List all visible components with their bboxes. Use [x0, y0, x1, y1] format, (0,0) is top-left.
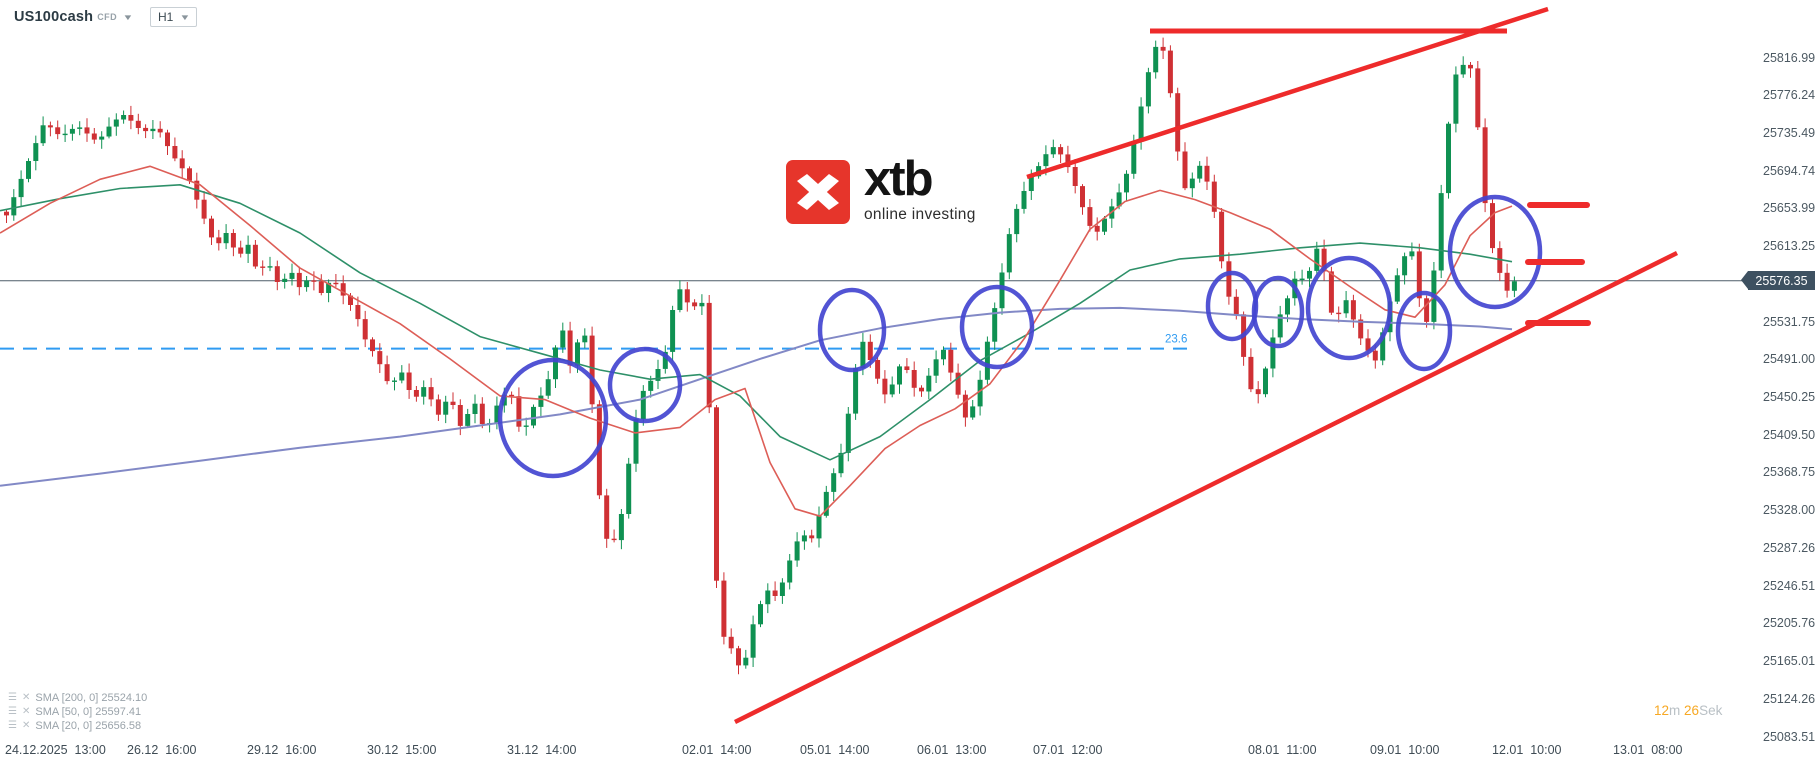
indicator-legend-text: SMA [20, 0] 25656.58	[35, 720, 142, 732]
circle-annotations[interactable]	[497, 194, 1543, 479]
symbol-selector[interactable]: US100cash CFD ▼	[14, 9, 134, 25]
time-axis-label: 06.01 13:00	[917, 743, 987, 757]
xtb-tagline: online investing	[864, 206, 976, 223]
sma-200-line[interactable]	[0, 306, 1513, 487]
indicator-remove-icon[interactable]: ✕	[21, 692, 31, 703]
time-axis-label: 08.01 11:00	[1248, 743, 1317, 757]
time-axis-label: 31.12 14:00	[507, 743, 577, 757]
indicator-settings-icon[interactable]: ☰	[8, 720, 17, 731]
price-axis-label: 25124.26	[1763, 692, 1815, 706]
indicator-legend-text: SMA [50, 0] 25597.41	[35, 706, 142, 718]
fibonacci-level[interactable]: 23.6	[0, 334, 1190, 350]
chevron-down-icon: ▼	[179, 12, 191, 22]
price-axis-label: 25165.01	[1763, 654, 1815, 668]
timer-minutes: 12	[1654, 703, 1670, 718]
candle-countdown-timer: 12m 26Sek	[1654, 703, 1722, 718]
current-price-badge: 25576.35	[1741, 271, 1815, 290]
annotation-circle	[497, 357, 609, 479]
annotation-circle	[959, 284, 1035, 370]
annotation-circle	[1305, 255, 1393, 361]
annotation-circle	[1205, 270, 1259, 342]
annotation-circle	[1447, 194, 1543, 310]
trend-line	[733, 250, 1679, 725]
indicator-remove-icon[interactable]: ✕	[21, 706, 31, 717]
price-axis-label: 25491.00	[1763, 352, 1815, 366]
instrument-type-label: CFD	[97, 12, 118, 22]
xtb-brand-text: xtb	[864, 152, 933, 206]
price-axis-label: 25368.75	[1763, 465, 1815, 479]
time-axis-label: 26.12 16:00	[127, 743, 197, 757]
indicator-legend-text: SMA [200, 0] 25524.10	[35, 692, 148, 704]
price-axis-label: 25450.25	[1763, 390, 1815, 404]
indicator-legend-row: ☰ ✕ SMA [20, 0] 25656.58	[8, 719, 147, 733]
sma-20-line[interactable]	[0, 165, 1513, 518]
timer-minutes-unit: m	[1669, 703, 1681, 718]
sma-50-line[interactable]	[0, 184, 1513, 461]
trendline-annotations[interactable]	[733, 6, 1679, 725]
annotation-circle	[607, 346, 683, 424]
time-axis-label: 05.01 14:00	[800, 743, 870, 757]
indicator-settings-icon[interactable]: ☰	[8, 692, 17, 703]
timer-seconds: 26	[1684, 703, 1700, 718]
price-axis-label: 25613.25	[1763, 239, 1815, 253]
time-axis-label: 29.12 16:00	[247, 743, 317, 757]
indicator-legend-row: ☰ ✕ SMA [50, 0] 25597.41	[8, 705, 147, 719]
time-axis-label: 09.01 10:00	[1370, 743, 1440, 757]
price-axis-label: 25776.24	[1763, 88, 1815, 102]
indicator-legend-row: ☰ ✕ SMA [200, 0] 25524.10	[8, 691, 147, 705]
time-axis-label: 30.12 15:00	[367, 743, 437, 757]
price-axis-label: 25328.00	[1763, 503, 1815, 517]
time-axis-label: 12.01 10:00	[1492, 743, 1562, 757]
price-axis-label: 25409.50	[1763, 428, 1815, 442]
indicator-settings-icon[interactable]: ☰	[8, 706, 17, 717]
trend-line	[1026, 6, 1549, 180]
price-axis-label: 25735.49	[1763, 126, 1815, 140]
indicator-legend: ☰ ✕ SMA [200, 0] 25524.10 ☰ ✕ SMA [50, 0] 255…	[8, 691, 147, 733]
indicator-remove-icon[interactable]: ✕	[21, 720, 31, 731]
price-axis-label: 25694.74	[1763, 164, 1815, 178]
current-price-value: 25576.35	[1755, 273, 1808, 288]
annotation-circle	[1251, 275, 1305, 349]
annotation-circle	[1395, 290, 1453, 372]
time-axis-label: 13.01 08:00	[1613, 743, 1683, 757]
candles-layer	[4, 37, 1517, 675]
annotation-circle	[817, 287, 887, 373]
time-axis-label: 07.01 12:00	[1033, 743, 1103, 757]
fibonacci-label: 23.6	[1165, 334, 1187, 346]
price-axis-label: 25083.51	[1763, 730, 1815, 744]
timer-seconds-unit: Sek	[1699, 703, 1723, 718]
price-axis-label: 25816.99	[1763, 51, 1815, 65]
price-axis-label: 25287.26	[1763, 541, 1815, 555]
price-axis-label: 25205.76	[1763, 616, 1815, 630]
price-axis-label: 25531.75	[1763, 315, 1815, 329]
symbol-name: US100cash	[14, 9, 94, 25]
chevron-down-icon: ▼	[122, 12, 134, 22]
price-axis-label: 25246.51	[1763, 579, 1815, 593]
xtb-logo-mark-icon	[786, 160, 850, 224]
time-axis-label: 24.12.2025 13:00	[5, 743, 106, 757]
xtb-logo: xtb online investing	[786, 152, 976, 224]
timeframe-value: H1	[158, 10, 174, 24]
time-axis-label: 02.01 14:00	[682, 743, 752, 757]
timeframe-select[interactable]: H1 ▼	[150, 7, 198, 27]
price-axis-label: 25653.99	[1763, 201, 1815, 215]
